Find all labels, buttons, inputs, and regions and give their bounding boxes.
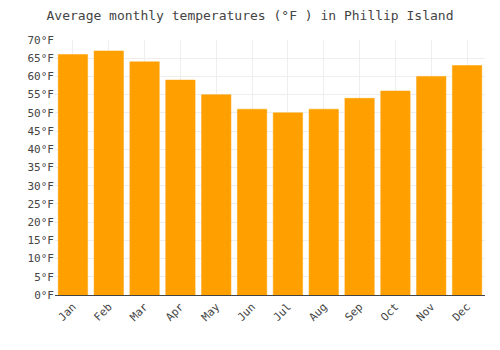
svg-text:40°F: 40°F (28, 143, 55, 156)
svg-text:Jul: Jul (271, 301, 294, 324)
svg-text:55°F: 55°F (28, 88, 55, 101)
svg-text:35°F: 35°F (28, 161, 55, 174)
svg-text:15°F: 15°F (28, 234, 55, 247)
svg-text:0°F: 0°F (34, 289, 54, 302)
svg-text:Aug: Aug (307, 301, 330, 324)
svg-text:25°F: 25°F (28, 198, 55, 211)
svg-text:May: May (199, 300, 223, 324)
svg-text:60°F: 60°F (28, 70, 55, 83)
svg-text:Dec: Dec (450, 301, 473, 324)
svg-text:Sep: Sep (342, 301, 365, 324)
svg-text:Apr: Apr (163, 300, 187, 324)
svg-text:Oct: Oct (378, 301, 401, 324)
svg-text:45°F: 45°F (28, 125, 55, 138)
svg-text:Feb: Feb (92, 301, 115, 324)
svg-text:Jan: Jan (56, 301, 79, 324)
svg-text:5°F: 5°F (34, 271, 54, 284)
svg-text:70°F: 70°F (28, 34, 55, 47)
svg-text:30°F: 30°F (28, 180, 55, 193)
svg-text:20°F: 20°F (28, 216, 55, 229)
svg-text:Mar: Mar (127, 300, 151, 324)
svg-text:10°F: 10°F (28, 252, 55, 265)
svg-text:Nov: Nov (414, 300, 438, 324)
svg-text:50°F: 50°F (28, 107, 55, 120)
svg-text:65°F: 65°F (28, 52, 55, 65)
svg-text:Average monthly temperatures (: Average monthly temperatures (°F ) in Ph… (47, 8, 454, 23)
svg-text:Jun: Jun (235, 301, 258, 324)
